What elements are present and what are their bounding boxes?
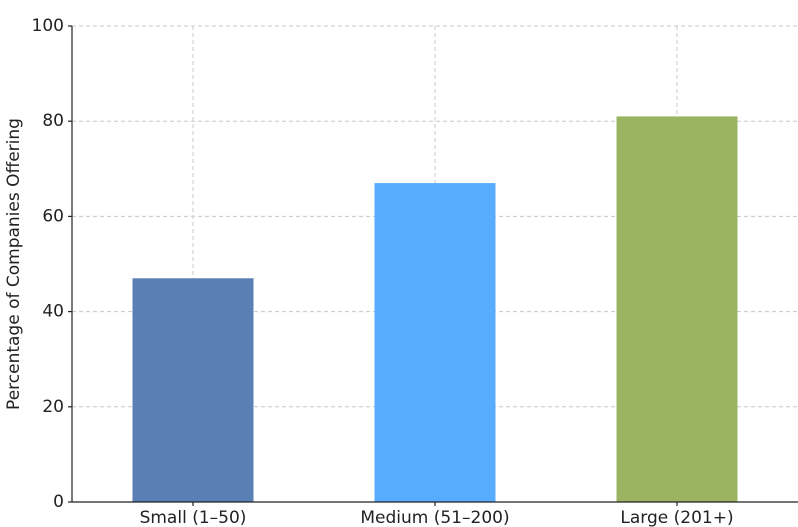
y-tick-label: 100 xyxy=(32,16,64,36)
bar xyxy=(374,183,496,502)
y-tick-label: 40 xyxy=(42,302,64,322)
bar xyxy=(616,116,738,502)
x-tick-label: Small (1–50) xyxy=(140,508,247,527)
x-tick-label: Medium (51–200) xyxy=(360,508,509,527)
y-axis-label: Percentage of Companies Offering xyxy=(4,118,24,410)
y-tick-label: 60 xyxy=(42,206,64,226)
bar xyxy=(132,278,254,502)
y-tick-label: 0 xyxy=(53,492,64,512)
y-tick-label: 80 xyxy=(42,111,64,131)
y-tick-label: 20 xyxy=(42,397,64,417)
x-tick-label: Large (201+) xyxy=(620,508,733,527)
